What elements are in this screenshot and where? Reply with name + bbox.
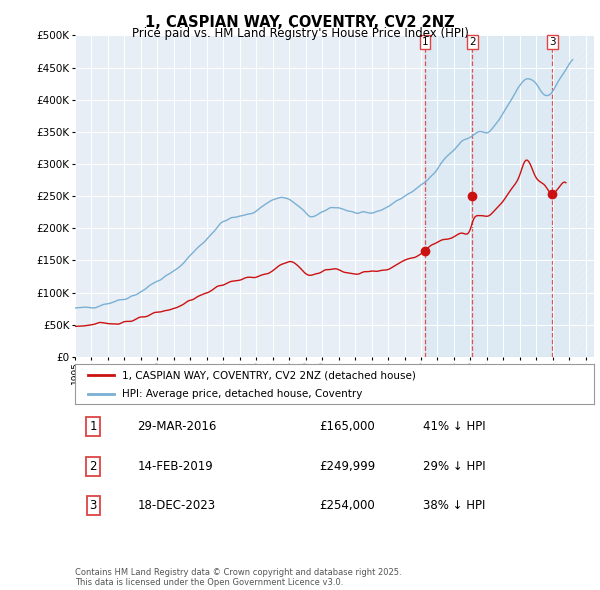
Text: 38% ↓ HPI: 38% ↓ HPI xyxy=(423,499,485,513)
Bar xyxy=(425,35,594,357)
Text: 29-MAR-2016: 29-MAR-2016 xyxy=(137,420,217,434)
Text: £249,999: £249,999 xyxy=(319,460,375,473)
Text: £254,000: £254,000 xyxy=(319,499,374,513)
Text: 2: 2 xyxy=(89,460,97,473)
Text: £165,000: £165,000 xyxy=(319,420,374,434)
Text: 1: 1 xyxy=(422,37,428,47)
Text: 3: 3 xyxy=(549,37,556,47)
Text: HPI: Average price, detached house, Coventry: HPI: Average price, detached house, Cove… xyxy=(122,389,362,399)
Text: 3: 3 xyxy=(89,499,97,513)
Text: 29% ↓ HPI: 29% ↓ HPI xyxy=(423,460,485,473)
Text: 1, CASPIAN WAY, COVENTRY, CV2 2NZ: 1, CASPIAN WAY, COVENTRY, CV2 2NZ xyxy=(145,15,455,30)
Text: 41% ↓ HPI: 41% ↓ HPI xyxy=(423,420,485,434)
Text: Contains HM Land Registry data © Crown copyright and database right 2025.
This d: Contains HM Land Registry data © Crown c… xyxy=(75,568,401,587)
Bar xyxy=(569,35,594,357)
Text: Price paid vs. HM Land Registry's House Price Index (HPI): Price paid vs. HM Land Registry's House … xyxy=(131,27,469,40)
Text: 1: 1 xyxy=(89,420,97,434)
Text: 18-DEC-2023: 18-DEC-2023 xyxy=(137,499,215,513)
Text: 14-FEB-2019: 14-FEB-2019 xyxy=(137,460,213,473)
Text: 2: 2 xyxy=(469,37,476,47)
Text: 1, CASPIAN WAY, COVENTRY, CV2 2NZ (detached house): 1, CASPIAN WAY, COVENTRY, CV2 2NZ (detac… xyxy=(122,371,416,381)
